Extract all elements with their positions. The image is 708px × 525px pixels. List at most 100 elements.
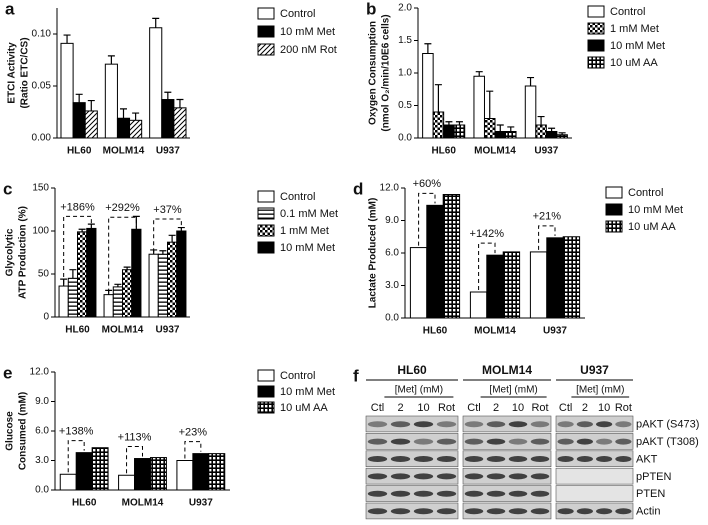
blot-band <box>508 473 528 480</box>
blot-band <box>464 490 484 497</box>
blot-strip <box>462 502 552 520</box>
lane-label: Rot <box>615 402 632 414</box>
blot-band <box>576 421 593 428</box>
legend-swatch <box>605 203 623 216</box>
bar <box>535 124 547 139</box>
blot-band <box>576 508 593 515</box>
x-tick-label: MOLM14 <box>102 325 144 336</box>
annotation-bracket <box>478 242 496 290</box>
y-tick-label: 1.0 <box>398 68 412 79</box>
error-bar <box>159 250 167 255</box>
legend-label: 10 mM Met <box>628 204 683 216</box>
blot-band <box>413 490 434 497</box>
bar <box>75 452 93 491</box>
y-tick-label: 0 <box>43 312 49 323</box>
blot-band <box>530 473 550 480</box>
lane-label: 2 <box>397 402 403 414</box>
blot-band <box>464 473 484 480</box>
blot-band <box>596 508 613 515</box>
x-tick-label: HL60 <box>67 146 92 157</box>
bar <box>546 237 564 319</box>
x-tick-label: U937 <box>543 326 567 337</box>
error-bar <box>114 283 122 287</box>
lane-label: Rot <box>531 402 548 414</box>
error-bar <box>424 43 432 54</box>
blot-band <box>367 438 388 445</box>
blot-band <box>390 473 411 480</box>
annotation: +21% <box>533 211 562 223</box>
bar <box>562 236 581 319</box>
blot-strip <box>555 433 634 450</box>
annotation: +292% <box>105 202 140 214</box>
legend-swatch <box>587 39 605 52</box>
row-label: PTEN <box>636 488 665 500</box>
y-tick-label: 0.10 <box>32 29 52 40</box>
bar <box>167 241 178 318</box>
lane-label: 10 <box>512 402 524 414</box>
x-tick-label: MOLM14 <box>474 326 516 337</box>
legend-swatch <box>605 186 623 199</box>
y-axis-label: Oxygen Consumption <box>368 21 379 125</box>
blot-band <box>615 508 632 515</box>
y-axis-label: Lactate Produced (mM) <box>368 198 379 309</box>
error-bar <box>537 115 545 125</box>
bar <box>505 131 517 139</box>
y-axis-label: ETCI Activity <box>7 42 18 104</box>
legend-swatch <box>587 5 605 18</box>
legend-label: 10 uM AA <box>280 402 328 414</box>
blot-band <box>508 508 528 515</box>
bar <box>59 473 77 491</box>
error-bar <box>63 34 71 44</box>
bar <box>129 119 143 139</box>
blot-band <box>390 421 411 428</box>
treatment-label: [Met] (mM) <box>489 385 537 396</box>
bar <box>116 117 131 139</box>
bar <box>173 107 187 139</box>
annotation: +142% <box>470 228 505 240</box>
blot-band <box>436 438 457 445</box>
bar <box>483 118 496 139</box>
y-axis-label: Consumed (mM) <box>18 392 29 470</box>
bar <box>486 254 504 319</box>
blot-band <box>486 473 506 480</box>
legend-label: 10 mM Met <box>280 386 335 398</box>
blot-band <box>413 421 434 428</box>
x-tick-label: HL60 <box>431 146 456 157</box>
error-bar <box>123 266 131 270</box>
legend-swatch <box>257 7 275 20</box>
error-bar <box>176 98 184 108</box>
x-tick-label: HL60 <box>72 498 97 509</box>
lane-label: Rot <box>438 402 455 414</box>
legend-label: 1 mM Met <box>280 225 329 237</box>
blot-strip <box>365 450 459 467</box>
bar <box>529 251 548 319</box>
blot-band <box>436 490 457 497</box>
blot-band <box>436 473 457 480</box>
bar <box>86 227 97 318</box>
error-bar <box>507 126 515 132</box>
error-bar <box>455 121 463 125</box>
blot-band <box>508 421 528 428</box>
bar <box>118 474 136 491</box>
bar <box>473 75 485 139</box>
blot-strip <box>555 502 634 520</box>
y-tick-label: 3.0 <box>35 455 49 466</box>
legend-swatch <box>257 43 275 56</box>
x-tick-label: U937 <box>156 325 180 336</box>
bar <box>161 99 175 139</box>
bar <box>112 286 124 318</box>
legend-label: 1 mM Met <box>610 23 659 35</box>
y-tick-label: 0.00 <box>32 133 52 144</box>
bar <box>148 253 159 318</box>
blot-band <box>557 421 574 428</box>
blot-strip <box>555 415 634 433</box>
lane-label: Ctl <box>559 402 572 414</box>
panel-letter: a <box>5 0 15 18</box>
blot-band <box>464 456 484 462</box>
bar <box>524 85 537 139</box>
y-axis-label: (Ratio ETC/CS) <box>20 37 31 108</box>
bar <box>134 458 151 491</box>
error-bar <box>107 55 115 65</box>
